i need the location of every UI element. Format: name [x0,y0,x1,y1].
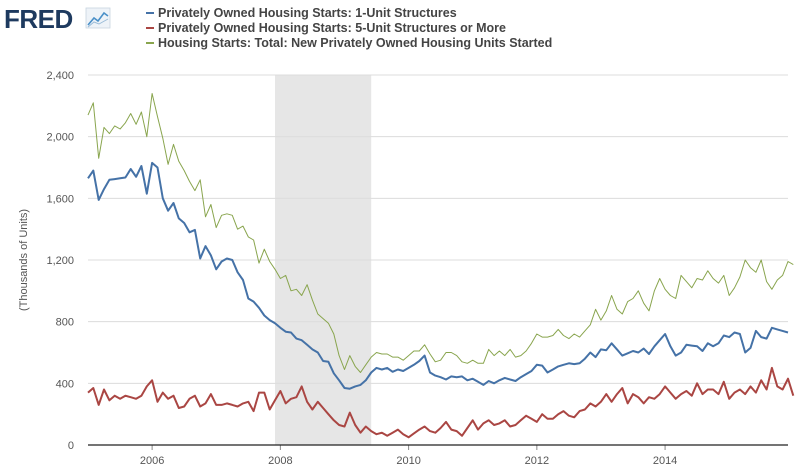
y-tick-label: 800 [56,317,74,329]
y-tick-label: 0 [68,440,74,452]
series-line-3 [87,93,794,373]
legend-entry-2: Privately Owned Housing Starts: 5-Unit S… [158,21,506,35]
y-tick-label: 1,600 [46,193,74,205]
x-tick-label: 2008 [268,455,292,467]
y-tick-label: 2,000 [46,132,74,144]
legend-entry-3: Housing Starts: Total: New Privately Own… [158,36,552,50]
x-tick-label: 2010 [396,455,420,467]
series-line-2 [87,366,795,439]
y-tick-label: 1,200 [46,255,74,267]
plot-area: 0 400 800 1,200 1,600 2,000 2,400 2006 2008 2010 2… [46,70,795,467]
legend-entry-1: Privately Owned Housing Starts: 1-Unit S… [158,6,457,20]
x-tick-label: 2014 [653,455,677,467]
y-tick-label: 2,400 [46,70,74,82]
y-tick-label: 400 [56,378,74,390]
fred-brand: FRED [4,4,73,34]
x-tick-label: 2012 [525,455,549,467]
y-axis-label: (Thousands of Units) [18,209,30,311]
line-chart-icon [85,7,111,29]
series-line-1 [87,161,789,390]
legend: Privately Owned Housing Starts: 1-Unit S… [146,6,552,50]
x-tick-label: 2006 [140,455,164,467]
